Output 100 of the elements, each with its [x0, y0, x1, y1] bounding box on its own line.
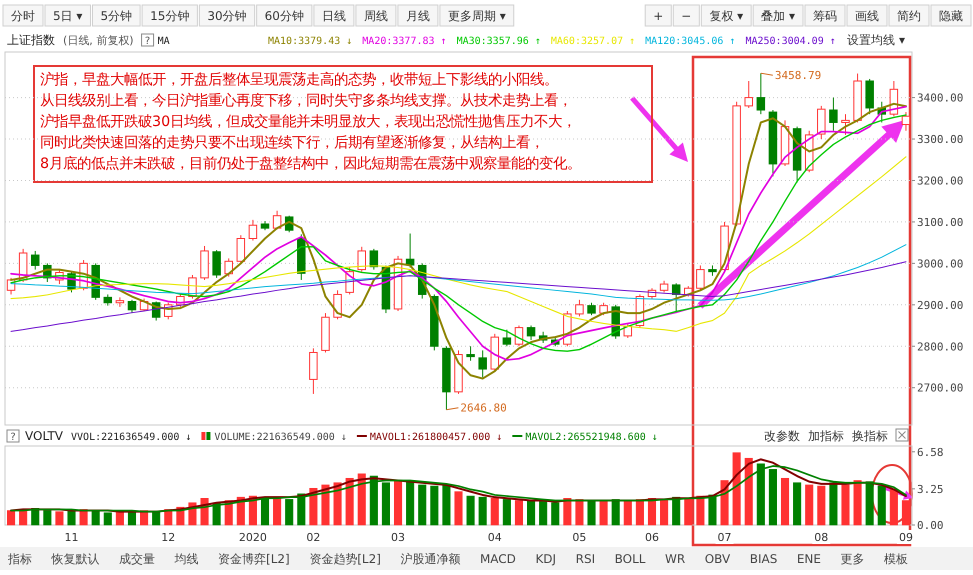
text: 改参数: [764, 429, 800, 443]
chart-title: 上证指数: [7, 33, 55, 47]
text: 恢复默认: [50, 552, 100, 566]
annotation: 8月底的低点并未跌破，目前仍处于盘整结构中，因此短期需在震荡中观察量能的变化。: [40, 156, 582, 172]
text: 15分钟: [150, 9, 190, 23]
y-tick-label: 3300.00: [917, 133, 964, 146]
bar: [744, 458, 753, 526]
text: 更多: [840, 552, 864, 566]
bar: [817, 486, 826, 526]
bar: [890, 489, 898, 526]
text: 模板: [884, 552, 908, 566]
bar: [793, 482, 802, 526]
candlestick: [104, 294, 112, 306]
bar: [334, 482, 342, 526]
text: MA250:3004.09 ↑: [745, 36, 836, 47]
annotation: 2646.80: [460, 402, 507, 415]
bar: [358, 474, 366, 526]
x-tick-label: 03: [391, 531, 406, 544]
x-tick-label: 05: [572, 531, 586, 544]
x-tick-label: 09: [898, 531, 913, 544]
text: +: [653, 9, 664, 23]
bar: [636, 499, 644, 526]
text: BOLL: [614, 552, 646, 566]
bar: [854, 480, 862, 526]
y-tick-label: 3400.00: [917, 92, 964, 105]
candlestick: [236, 234, 246, 264]
x-tick-label: 04: [488, 531, 502, 544]
text: 资金趋势[L2]: [309, 552, 381, 566]
bar: [490, 498, 499, 526]
text: 复权 ▾: [709, 9, 744, 23]
bar: [780, 478, 790, 526]
annotation: 沪指早盘低开跌破30日均线，但成交量能并未明显放大，表现出恐慌性抛售压力不大，: [40, 114, 576, 130]
text: ?: [144, 36, 150, 47]
y-tick-label: 3.25: [917, 482, 944, 496]
candlestick: [660, 280, 668, 293]
y-tick-label: 0.00: [917, 519, 944, 532]
bar: [394, 480, 402, 526]
x-tick-label: 02: [306, 531, 320, 544]
text: 沪股通净额: [400, 552, 460, 566]
text: OBV: [704, 552, 731, 566]
line-series: [10, 261, 906, 332]
bar: [732, 452, 741, 526]
bar: [502, 499, 511, 526]
y-tick-label: 6.58: [917, 446, 944, 459]
text: 设置均线 ▾: [847, 33, 905, 47]
text: 简约: [897, 9, 921, 23]
x-tick-label: 12: [161, 531, 176, 544]
text: MA60:3257.07 ↑: [550, 36, 636, 47]
legend-label: MAVOL1:261800457.000 ↓: [370, 432, 502, 443]
candlestick: [514, 325, 524, 347]
text: 成交量: [119, 552, 156, 566]
x-tick-label: 2020: [238, 531, 267, 544]
annotation: 从日线级别上看，今日沪指重心再度下移，同时失守多条均线支撑。从技术走势上看，: [40, 93, 572, 109]
text: MACD: [480, 552, 516, 566]
candlestick: [829, 97, 838, 132]
bar: [55, 511, 64, 526]
bar: [454, 491, 463, 526]
bar: [466, 496, 475, 526]
text: 60分钟: [264, 9, 304, 23]
y-tick-label: 3100.00: [917, 216, 964, 229]
legend-label: VOLUME:221636549.000 ↓: [214, 432, 347, 443]
candlestick: [128, 299, 136, 314]
text: 画线: [855, 9, 879, 23]
bar: [514, 500, 524, 526]
candlestick: [358, 246, 366, 272]
bar: [321, 484, 330, 526]
bar: [841, 484, 850, 526]
y-tick-label: 3000.00: [917, 257, 964, 270]
annotation: 同时此类快速回落的走势只要不出现连续下行，后期有望逐渐修复，从结构上看，: [40, 135, 544, 151]
bar: [684, 498, 692, 526]
bar: [600, 501, 608, 526]
bar: [805, 484, 814, 526]
text: 5分钟: [100, 9, 132, 23]
text: 均线: [174, 552, 199, 566]
candlestick: [502, 329, 512, 347]
y-tick-label: 2900.00: [917, 298, 964, 312]
text: 指标: [7, 552, 32, 566]
text: 资金博弈[L2]: [218, 552, 290, 566]
bar: [624, 501, 632, 526]
candlestick: [526, 325, 536, 341]
bar: [346, 478, 354, 526]
text: 换指标: [852, 429, 888, 443]
candlestick: [696, 264, 705, 291]
candlestick: [248, 219, 258, 242]
bar: [527, 500, 536, 526]
text: 叠加 ▾: [761, 9, 796, 23]
x-tick-label: 07: [718, 531, 732, 544]
text: 更多周期 ▾: [448, 9, 506, 23]
bar: [660, 499, 668, 526]
candlestick: [902, 112, 910, 132]
text: 5日 ▾: [52, 9, 82, 23]
text: 隐藏: [939, 9, 963, 23]
text: 周线: [364, 9, 388, 23]
text: 加指标: [808, 429, 844, 443]
bar: [720, 480, 729, 526]
text: WR: [664, 552, 686, 566]
text: 30分钟: [207, 9, 247, 23]
text: KDJ: [535, 552, 556, 566]
bar: [7, 510, 16, 526]
x-tick-label: 08: [814, 531, 828, 544]
